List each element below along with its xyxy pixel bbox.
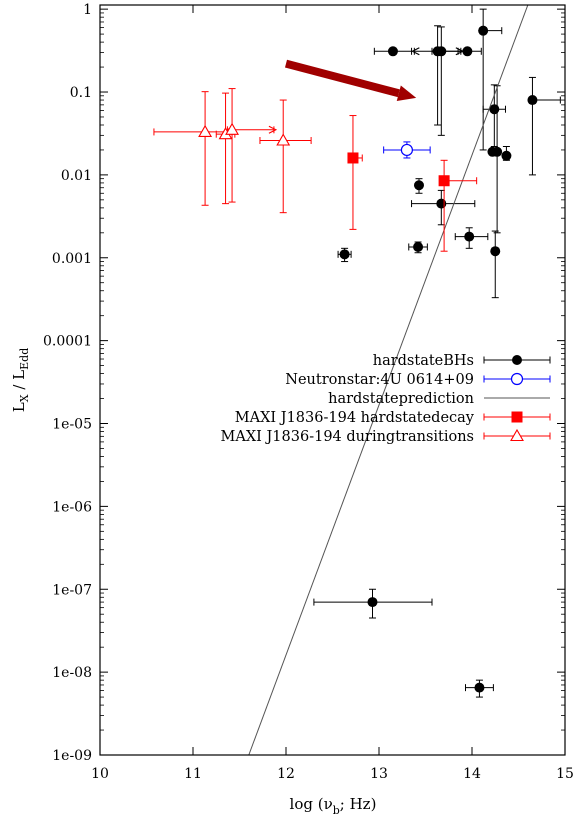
marker-filled-square (511, 411, 523, 423)
x-limit-arrow (268, 125, 278, 134)
marker-filled-circle (464, 231, 475, 242)
data-point (373, 46, 413, 57)
x-tick-label: 10 (91, 766, 109, 782)
marker-filled-circle (413, 180, 424, 191)
marker-filled-circle (367, 597, 378, 608)
x-tick-label: 14 (463, 766, 481, 782)
prediction-line (248, 5, 529, 755)
y-tick-label: 0.1 (70, 85, 92, 101)
data-point (413, 178, 424, 194)
legend-entry: MAXI J1836-194 duringtransitions (221, 428, 551, 445)
y-tick-label: 0.001 (52, 251, 92, 267)
marker-filled-circle (387, 46, 398, 57)
legend-entry: hardstateBHs (373, 353, 551, 369)
marker-filled-circle (492, 146, 503, 157)
legend-label: MAXI J1836-194 hardstatedecay (235, 410, 475, 426)
marker-filled-circle (490, 246, 501, 257)
legend-label: hardstateprediction (328, 391, 474, 407)
y-tick-label: 1e-07 (52, 582, 92, 598)
x-tick-label: 12 (277, 766, 295, 782)
y-tick-label: 1e-09 (52, 748, 92, 764)
marker-open-circle (400, 143, 413, 157)
marker-filled-circle (478, 25, 489, 36)
legend-entry: hardstateprediction (328, 391, 550, 407)
data-point (490, 230, 501, 299)
data-point (438, 159, 478, 252)
data-point (337, 247, 352, 263)
y-tick-label: 0.0001 (43, 334, 92, 350)
data-point (313, 588, 433, 619)
marker-filled-circle (512, 355, 522, 365)
marker-filled-circle (501, 150, 512, 161)
marker-filled-circle (339, 249, 350, 260)
plot-area (153, 5, 561, 755)
series-4 (153, 88, 312, 214)
legend: hardstateBHs Neutronstar:4U 0614+09 hardst… (221, 353, 551, 445)
x-limit-arrow (411, 47, 420, 56)
x-tick-label: 13 (370, 766, 388, 782)
data-point (408, 241, 428, 254)
legend-label: MAXI J1836-194 duringtransitions (221, 429, 474, 445)
marker-filled-circle (527, 95, 538, 106)
y-tick-label: 1 (83, 2, 92, 18)
x-tick-label: 15 (556, 766, 574, 782)
data-point (454, 227, 489, 249)
marker-open-triangle (198, 124, 213, 137)
legend-label: hardstateBHs (373, 353, 474, 369)
svg-text:log (νb; Hz): log (νb; Hz) (290, 795, 377, 817)
trend-arrow-shaft (284, 59, 400, 98)
series-2 (248, 5, 529, 755)
marker-open-triangle (225, 122, 240, 135)
marker-open-circle (510, 372, 524, 386)
x-tick-label: 11 (184, 766, 202, 782)
marker-open-triangle (510, 428, 524, 442)
marker-filled-circle (436, 198, 447, 209)
y-tick-label: 1e-05 (52, 417, 92, 433)
data-point (225, 88, 278, 203)
x-axis-label: log (νb; Hz) (290, 795, 377, 817)
legend-entry: MAXI J1836-194 hardstatedecay (235, 410, 551, 426)
series-1 (383, 141, 431, 159)
trend-arrow-head (396, 85, 417, 102)
data-point (383, 141, 431, 159)
data-point (347, 115, 363, 230)
marker-filled-square (347, 152, 359, 164)
data-point (464, 679, 494, 698)
plot-frame (99, 4, 566, 756)
series-3 (347, 115, 478, 252)
marker-open-triangle (276, 133, 291, 146)
data-point (501, 146, 512, 161)
y-tick-label: 0.01 (61, 168, 92, 184)
legend-entry: Neutronstar:4U 0614+09 (285, 372, 551, 388)
marker-filled-circle (436, 46, 447, 57)
marker-filled-square (438, 175, 450, 187)
series-0 (313, 8, 561, 698)
data-point (527, 76, 561, 176)
x-axis: 10 11 12 13 14 15 (91, 5, 574, 782)
data-point (457, 46, 482, 57)
y-tick-label: 1e-08 (52, 665, 92, 681)
legend-label: Neutronstar:4U 0614+09 (285, 372, 474, 388)
y-tick-label: 1e-06 (52, 499, 92, 515)
marker-filled-circle (462, 46, 473, 57)
marker-filled-circle (413, 241, 424, 252)
y-axis: 1 0.1 0.01 0.001 0.0001 1e-05 1e-06 1e-07 1e-08 1… (43, 2, 565, 764)
data-point (259, 99, 312, 214)
marker-filled-circle (474, 682, 485, 693)
